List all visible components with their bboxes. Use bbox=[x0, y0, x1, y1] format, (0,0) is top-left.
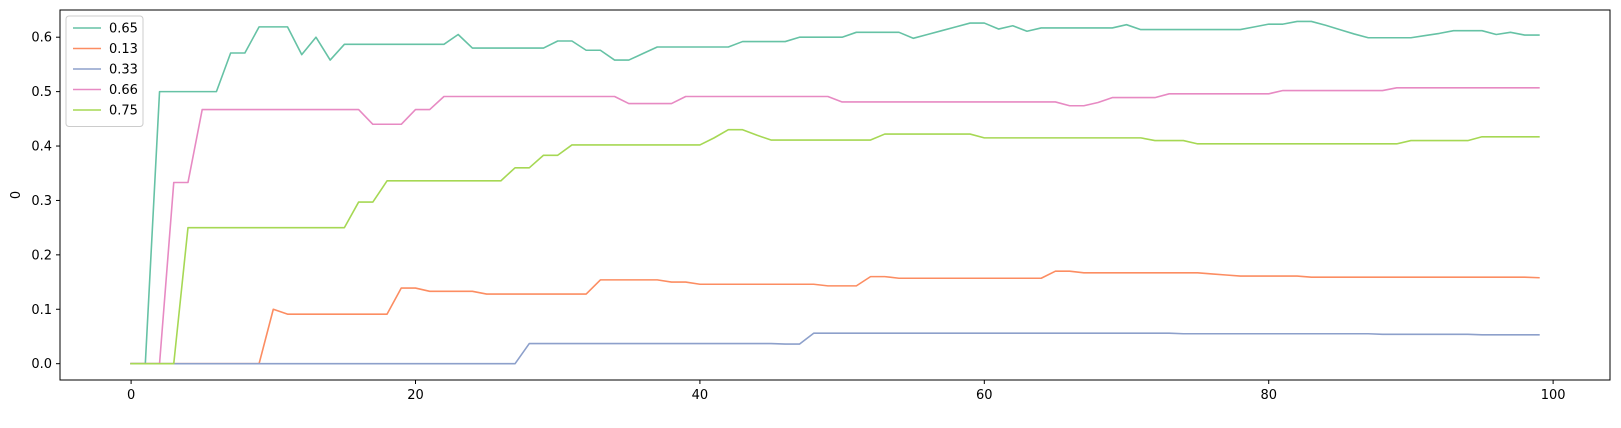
series-line-1 bbox=[130, 270, 1540, 365]
x-tick-label: 40 bbox=[692, 388, 709, 403]
legend-label: 0.33 bbox=[109, 63, 138, 78]
legend-label: 0.65 bbox=[109, 22, 138, 37]
y-tick-label: 0.6 bbox=[31, 31, 52, 46]
legend-label: 0.75 bbox=[109, 104, 138, 119]
y-tick-label: 0.3 bbox=[31, 194, 52, 209]
series-line-3 bbox=[130, 87, 1540, 365]
y-tick-label: 0.0 bbox=[31, 357, 52, 372]
x-tick-label: 20 bbox=[407, 388, 424, 403]
x-tick-label: 60 bbox=[976, 388, 993, 403]
x-tick-label: 0 bbox=[127, 388, 135, 403]
plot-frame bbox=[59, 9, 1611, 381]
y-axis: 0.0 0.1 0.2 0.3 0.4 0.5 0.6 bbox=[31, 31, 60, 372]
y-tick-label: 0.5 bbox=[31, 85, 52, 100]
x-tick-label: 100 bbox=[1541, 388, 1566, 403]
y-tick-label: 0.1 bbox=[31, 303, 52, 318]
y-axis-label: 0 bbox=[9, 191, 24, 199]
legend-label: 0.13 bbox=[109, 42, 138, 57]
legend: 0.65 0.13 0.33 0.66 0.75 bbox=[65, 15, 144, 127]
legend-box bbox=[65, 15, 144, 127]
series-line-2 bbox=[130, 332, 1540, 365]
y-tick-label: 0.2 bbox=[31, 248, 52, 263]
series-line-0 bbox=[130, 20, 1540, 365]
x-tick-label: 80 bbox=[1260, 388, 1277, 403]
x-axis: 0 20 40 60 80 100 bbox=[127, 380, 1566, 403]
legend-label: 0.66 bbox=[109, 83, 138, 98]
series-layer bbox=[130, 20, 1540, 365]
y-tick-label: 0.4 bbox=[31, 140, 52, 155]
series-line-4 bbox=[130, 128, 1540, 365]
